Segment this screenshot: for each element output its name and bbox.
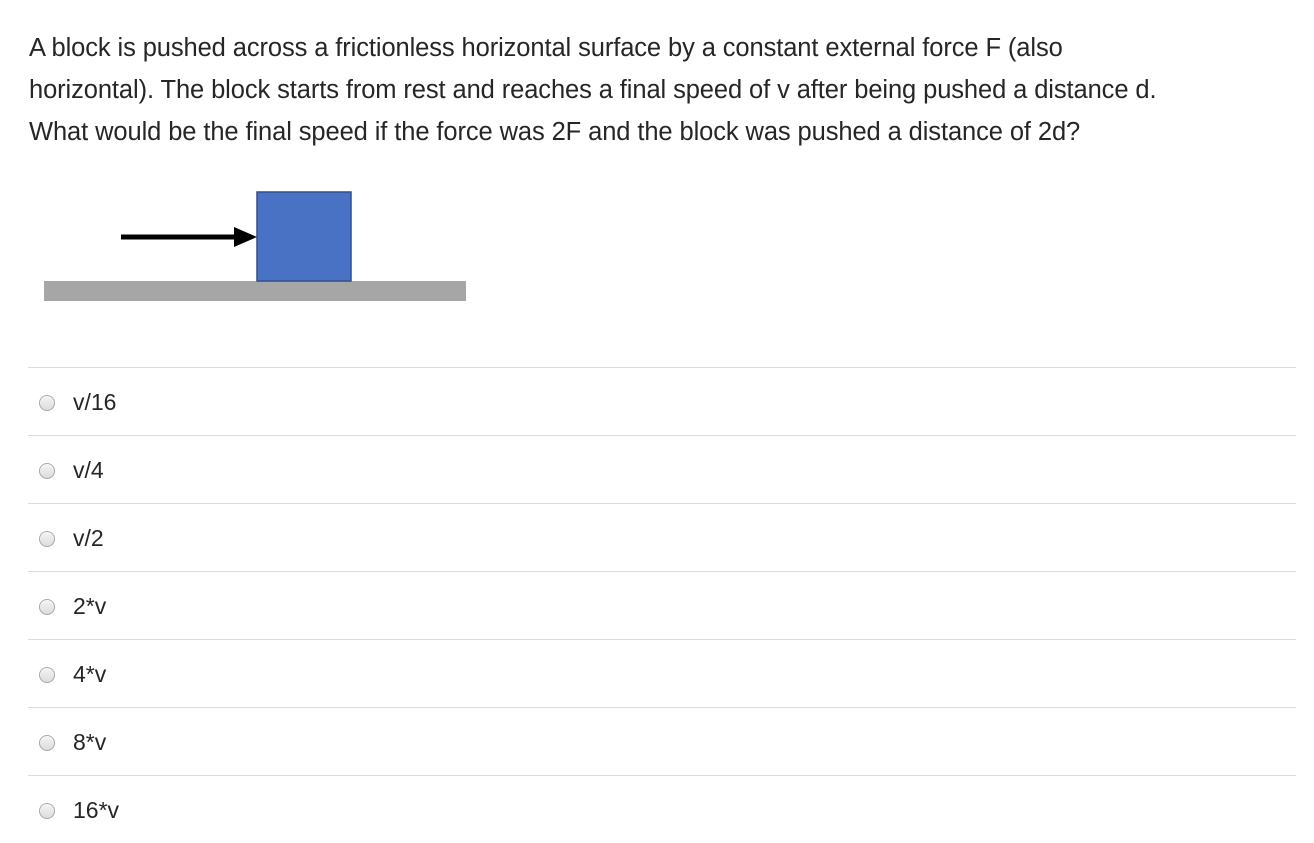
frictionless-surface (44, 281, 466, 301)
radio-button[interactable] (39, 394, 55, 411)
answer-label: v/4 (73, 457, 104, 483)
answer-label: v/16 (73, 389, 117, 415)
answer-label: 2*v (73, 593, 107, 619)
block (256, 191, 352, 282)
answer-option[interactable]: v/2 (28, 503, 1296, 571)
radio-button[interactable] (39, 598, 55, 615)
question-line-1: A block is pushed across a frictionless … (29, 34, 1063, 62)
radio-button[interactable] (39, 734, 55, 751)
answer-label: 4*v (73, 661, 107, 687)
block-diagram (44, 191, 466, 301)
answer-option[interactable]: 2*v (28, 571, 1296, 639)
answer-option[interactable]: v/4 (28, 435, 1296, 503)
answer-label: 8*v (73, 729, 107, 755)
answer-option[interactable]: 16*v (28, 775, 1296, 843)
question-line-3: What would be the final speed if the for… (29, 118, 1081, 146)
force-arrow-head (234, 227, 257, 247)
answer-option[interactable]: 4*v (28, 639, 1296, 707)
answer-label: v/2 (73, 525, 104, 551)
question-figure (40, 176, 470, 306)
question-line-2: horizontal). The block starts from rest … (29, 76, 1157, 104)
radio-button[interactable] (39, 802, 55, 819)
answer-list: v/16 v/4 v/2 2*v 4*v 8*v 16*v (28, 367, 1296, 843)
radio-button[interactable] (39, 462, 55, 479)
answer-option[interactable]: 8*v (28, 707, 1296, 775)
radio-button[interactable] (39, 666, 55, 683)
answer-option[interactable]: v/16 (28, 367, 1296, 435)
question-text: A block is pushed across a frictionless … (29, 27, 1299, 153)
radio-button[interactable] (39, 530, 55, 547)
answer-label: 16*v (73, 797, 120, 823)
